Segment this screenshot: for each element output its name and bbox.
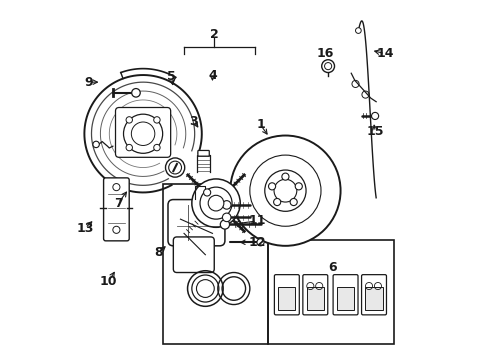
Circle shape: [222, 201, 230, 209]
FancyBboxPatch shape: [168, 199, 224, 246]
Bar: [336, 287, 353, 310]
Bar: [365, 287, 382, 310]
Circle shape: [355, 28, 361, 33]
Text: 4: 4: [208, 68, 216, 81]
Bar: [267, 240, 393, 344]
Circle shape: [113, 184, 120, 191]
Circle shape: [295, 183, 302, 190]
Text: 10: 10: [100, 275, 117, 288]
Circle shape: [168, 161, 181, 174]
FancyBboxPatch shape: [198, 150, 209, 156]
Circle shape: [281, 173, 288, 180]
Text: 11: 11: [248, 215, 265, 228]
Circle shape: [126, 117, 132, 123]
Text: 5: 5: [167, 70, 176, 83]
FancyBboxPatch shape: [115, 108, 170, 157]
Circle shape: [230, 135, 340, 246]
FancyBboxPatch shape: [302, 275, 327, 315]
FancyBboxPatch shape: [332, 275, 357, 315]
Circle shape: [371, 112, 378, 120]
Circle shape: [273, 198, 280, 206]
Text: 13: 13: [76, 221, 94, 234]
Circle shape: [222, 213, 230, 222]
Text: 8: 8: [154, 247, 163, 260]
Circle shape: [153, 117, 160, 123]
Circle shape: [153, 144, 160, 151]
FancyBboxPatch shape: [103, 178, 129, 241]
Bar: [278, 287, 295, 310]
Circle shape: [131, 122, 155, 145]
Circle shape: [324, 63, 331, 70]
Circle shape: [220, 220, 229, 229]
Text: 6: 6: [327, 261, 336, 274]
Text: 7: 7: [114, 197, 122, 210]
Text: 12: 12: [248, 236, 265, 249]
Circle shape: [264, 170, 305, 211]
Text: 3: 3: [189, 115, 198, 128]
FancyBboxPatch shape: [274, 275, 299, 315]
Circle shape: [273, 179, 296, 202]
Bar: [163, 184, 267, 344]
Circle shape: [256, 239, 264, 246]
Circle shape: [123, 114, 163, 153]
Text: 9: 9: [84, 76, 93, 89]
Bar: [306, 287, 323, 310]
Circle shape: [203, 189, 210, 196]
Circle shape: [268, 183, 275, 190]
Text: 16: 16: [316, 47, 334, 60]
Circle shape: [208, 195, 224, 211]
Circle shape: [200, 187, 232, 219]
Text: 14: 14: [376, 47, 393, 60]
Circle shape: [191, 179, 240, 227]
FancyBboxPatch shape: [361, 275, 386, 315]
Circle shape: [165, 158, 184, 177]
Text: 2: 2: [209, 28, 218, 41]
Circle shape: [113, 226, 120, 233]
Circle shape: [289, 198, 297, 206]
Text: 15: 15: [366, 126, 384, 139]
Circle shape: [93, 141, 99, 148]
Text: 1: 1: [256, 118, 264, 131]
Circle shape: [131, 89, 140, 97]
Circle shape: [249, 155, 320, 226]
Circle shape: [321, 60, 334, 72]
FancyBboxPatch shape: [173, 237, 214, 273]
Circle shape: [126, 144, 132, 151]
